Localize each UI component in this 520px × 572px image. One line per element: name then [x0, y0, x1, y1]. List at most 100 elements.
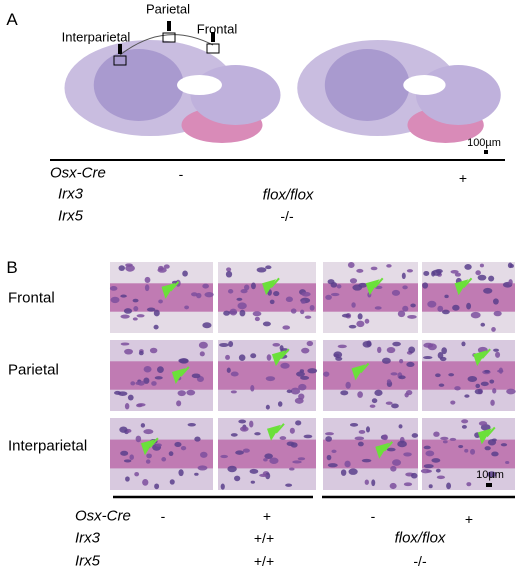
- nucleus: [402, 285, 408, 290]
- arrow-tail: [270, 277, 280, 288]
- nucleus: [249, 420, 254, 428]
- nucleus: [191, 373, 201, 379]
- nucleus: [323, 371, 330, 377]
- arrow-tail: [280, 348, 290, 359]
- nucleus: [450, 269, 459, 274]
- nucleus: [279, 345, 284, 351]
- section-image: [64, 40, 281, 143]
- nucleus: [423, 270, 430, 276]
- panel-label: B: [6, 258, 18, 277]
- nucleus: [475, 383, 481, 389]
- row-label: Parietal: [8, 361, 59, 379]
- nucleus: [194, 436, 201, 442]
- nucleus: [250, 282, 256, 290]
- nucleus: [325, 436, 332, 442]
- nucleus: [436, 475, 446, 480]
- nucleus: [304, 315, 312, 319]
- arrow-tail: [169, 281, 180, 292]
- nucleus: [349, 278, 358, 284]
- nucleus: [341, 313, 351, 318]
- nucleus: [145, 459, 151, 464]
- genotype: -: [160, 508, 166, 524]
- nucleus: [163, 264, 170, 269]
- nucleus: [461, 419, 469, 424]
- scale-bar-label: 100µm: [467, 137, 501, 149]
- nucleus: [296, 371, 305, 377]
- nucleus: [491, 438, 497, 442]
- nucleus: [250, 384, 255, 392]
- nucleus: [441, 347, 447, 355]
- region-marker: [211, 32, 215, 42]
- nucleus: [125, 476, 130, 482]
- nucleus: [130, 381, 136, 386]
- nucleus: [219, 342, 229, 347]
- nucleus: [123, 308, 133, 314]
- nucleus: [464, 394, 470, 398]
- nucleus: [227, 289, 234, 294]
- nucleus: [239, 309, 246, 317]
- nucleus: [357, 441, 364, 447]
- nucleus: [220, 483, 225, 490]
- nucleus: [403, 452, 412, 457]
- nucleus: [479, 263, 484, 268]
- nucleus: [493, 310, 502, 317]
- nucleus: [326, 454, 332, 461]
- nucleus: [374, 306, 382, 310]
- nucleus: [136, 403, 143, 408]
- nucleus: [489, 379, 495, 384]
- nucleus: [450, 400, 456, 405]
- nucleus: [423, 464, 434, 469]
- arrow-tail: [486, 426, 496, 438]
- nucleus: [435, 468, 441, 473]
- genotype: +/+: [253, 553, 275, 569]
- tissue: [190, 65, 281, 125]
- nucleus: [440, 436, 449, 440]
- nucleus: [238, 419, 247, 424]
- nucleus: [234, 475, 241, 482]
- nucleus: [452, 304, 460, 311]
- nucleus: [290, 387, 301, 395]
- nucleus: [155, 443, 162, 447]
- nucleus: [484, 369, 490, 373]
- tissue: [93, 49, 184, 121]
- nucleus: [143, 377, 150, 384]
- arrow-tail: [383, 441, 393, 452]
- nucleus: [357, 391, 363, 398]
- genotype: -/-: [280, 208, 294, 224]
- nucleus: [153, 309, 160, 317]
- nucleus: [480, 381, 489, 387]
- nucleus: [392, 341, 401, 347]
- nucleus: [401, 272, 406, 280]
- nucleus: [300, 309, 305, 315]
- nucleus: [269, 299, 275, 305]
- nucleus: [505, 461, 510, 465]
- nucleus: [491, 326, 496, 332]
- nucleus: [127, 394, 134, 401]
- histology-tile: [218, 418, 316, 490]
- nucleus: [324, 432, 334, 436]
- nucleus: [427, 343, 437, 351]
- gene-name: Irx5: [75, 552, 101, 570]
- nucleus: [507, 262, 513, 269]
- nucleus: [432, 269, 442, 276]
- nucleus: [354, 436, 365, 441]
- nucleus: [169, 479, 175, 485]
- nucleus: [125, 263, 133, 267]
- nucleus: [123, 459, 132, 463]
- nucleus: [348, 324, 357, 329]
- nucleus: [349, 422, 359, 427]
- nucleus: [391, 289, 401, 296]
- arrow: [271, 350, 286, 367]
- nucleus: [364, 479, 369, 485]
- histology-tile: [110, 418, 213, 490]
- genotype: +: [458, 170, 468, 186]
- nucleus: [344, 460, 351, 468]
- nucleus: [337, 344, 347, 349]
- nucleus: [237, 302, 247, 310]
- nucleus: [194, 472, 199, 476]
- nucleus: [250, 353, 257, 359]
- nucleus: [277, 401, 283, 407]
- nucleus: [365, 426, 371, 433]
- nucleus: [438, 383, 445, 387]
